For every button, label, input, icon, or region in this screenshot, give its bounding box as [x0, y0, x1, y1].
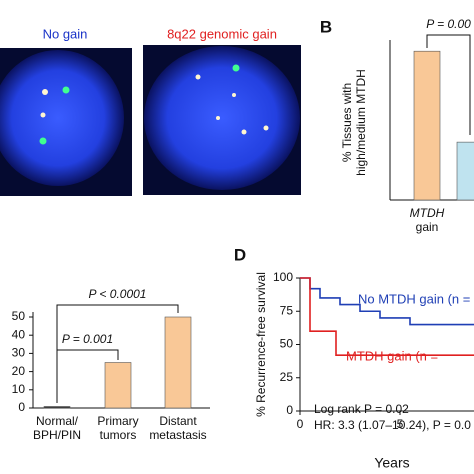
- y-tick-label: 40: [12, 327, 26, 341]
- bar: [43, 406, 71, 409]
- micrograph-left: [0, 48, 132, 211]
- y-axis-label: high/medium MTDH: [354, 69, 368, 176]
- x-tick-label: Primary: [97, 414, 138, 428]
- right-image-label: 8q22 genomic gain: [167, 26, 277, 41]
- y-tick-label: 0: [18, 400, 25, 414]
- x-tick-label: Distant: [159, 414, 197, 428]
- legend-label: MTDH gain (n =: [346, 348, 438, 363]
- y-tick-label: 25: [280, 370, 294, 384]
- y-axis-label: % Tissues with: [340, 83, 354, 162]
- micrograph-right: [143, 45, 301, 195]
- y-tick-label: 50: [280, 337, 294, 351]
- annotation: P = 0.00: [426, 17, 471, 31]
- annotation: Log rank P = 0.02: [314, 402, 409, 416]
- legend-label: No MTDH gain (n =: [358, 291, 470, 306]
- x-tick-label: gain: [416, 220, 439, 234]
- bar: [456, 141, 474, 201]
- x-tick-label: metastasis: [149, 428, 206, 442]
- y-tick-label: 50: [12, 309, 26, 323]
- survival-curve: [300, 277, 474, 326]
- annotation: HR: 3.3 (1.07–10.24), P = 0.0: [314, 418, 471, 432]
- x-tick-label: MTDH: [410, 206, 445, 220]
- y-tick-label: 30: [12, 346, 26, 360]
- y-tick-label: 20: [12, 364, 26, 378]
- y-tick-label: 75: [280, 303, 294, 317]
- x-tick-label: Normal/: [36, 414, 79, 428]
- survival-curve: [300, 277, 474, 356]
- x-tick-label: BPH/PIN: [33, 428, 81, 442]
- left-image-label: No gain: [43, 26, 88, 41]
- x-tick-label: tumors: [100, 428, 137, 442]
- annotation: P = 0.001: [62, 332, 113, 346]
- y-tick-label: 0: [286, 403, 293, 417]
- bar: [104, 362, 132, 409]
- y-tick-label: 10: [12, 382, 26, 396]
- x-tick-label: 0: [297, 417, 304, 431]
- x-axis-label: Years: [374, 455, 409, 471]
- significance-bracket: [426, 34, 471, 135]
- y-axis-label: % Recurrence-free survival: [254, 272, 268, 417]
- panel-label: D: [234, 245, 246, 264]
- bar: [164, 316, 192, 409]
- x-tick-label: 5: [397, 417, 404, 431]
- y-tick-label: 100: [273, 270, 293, 284]
- significance-bracket: [56, 304, 179, 403]
- annotation: P < 0.0001: [89, 287, 147, 301]
- bar: [413, 50, 441, 201]
- panel-label: B: [320, 17, 332, 36]
